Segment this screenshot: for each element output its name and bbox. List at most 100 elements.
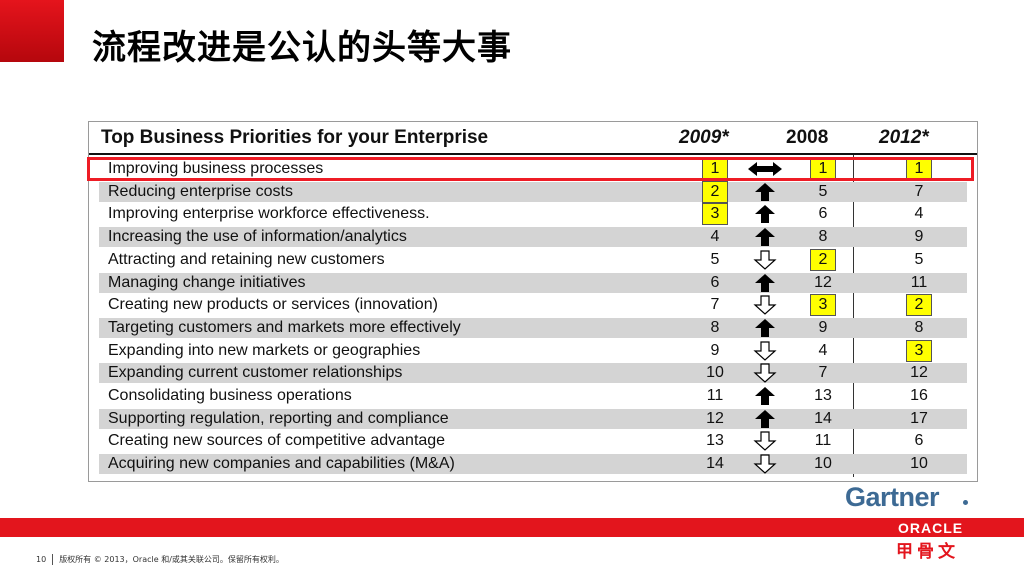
priority-label: Expanding current customer relationships — [108, 364, 403, 382]
arrow-up-icon — [746, 386, 784, 406]
gartner-logo-dot — [963, 500, 968, 505]
arrow-up-icon — [746, 409, 784, 429]
column-divider — [853, 155, 854, 477]
priority-label: Creating new products or services (innov… — [108, 296, 438, 314]
column-header-2009: 2009* — [679, 127, 729, 148]
rank-2008: 3 — [810, 294, 836, 317]
table-row: Reducing enterprise costs 2 5 7 — [99, 180, 967, 203]
rank-2012: 10 — [910, 455, 928, 473]
column-header-2008: 2008 — [786, 127, 829, 148]
arrow-up-icon — [746, 227, 784, 247]
rank-2009: 10 — [706, 364, 724, 382]
arrow-down-icon — [746, 454, 784, 474]
rank-2008: 6 — [818, 205, 828, 223]
priority-label: Acquiring new companies and capabilities… — [108, 455, 455, 473]
priority-label: Improving enterprise workforce effective… — [108, 205, 430, 223]
table-header: Top Business Priorities for your Enterpr… — [89, 122, 977, 155]
rank-2008: 1 — [810, 158, 836, 180]
table-row: Targeting customers and markets more eff… — [99, 317, 967, 338]
rank-2012: 7 — [914, 182, 924, 200]
rank-2008: 9 — [818, 318, 828, 336]
arrow-down-icon — [746, 295, 784, 315]
table-row: Improving business processes 1 1 1 — [99, 158, 967, 180]
rank-2008: 10 — [814, 455, 832, 473]
rank-2012: 2 — [906, 294, 932, 317]
arrow-down-icon — [746, 340, 784, 361]
rank-2009: 1 — [702, 158, 728, 180]
rank-2008: 11 — [814, 432, 832, 450]
priority-label: Improving business processes — [108, 160, 324, 177]
table-row: Creating new sources of competitive adva… — [99, 431, 967, 452]
rank-2009: 8 — [710, 318, 720, 336]
rank-2009: 3 — [702, 203, 728, 226]
rank-2008: 4 — [818, 341, 828, 359]
table-row: Expanding current customer relationships… — [99, 363, 967, 384]
rank-2012: 3 — [906, 339, 932, 362]
arrow-up-icon — [746, 318, 784, 338]
rank-2012: 8 — [914, 318, 924, 336]
priority-label: Supporting regulation, reporting and com… — [108, 409, 449, 427]
table-row: Supporting regulation, reporting and com… — [99, 408, 967, 429]
oracle-cn-logo: 甲骨文 — [896, 542, 959, 562]
rank-2009: 9 — [710, 341, 720, 359]
priorities-table: Top Business Priorities for your Enterpr… — [88, 121, 978, 482]
rank-2008: 5 — [818, 182, 828, 200]
priority-label: Creating new sources of competitive adva… — [108, 432, 446, 450]
rank-2008: 8 — [818, 228, 828, 246]
rank-2009: 11 — [706, 387, 724, 404]
rank-2012: 16 — [910, 387, 928, 404]
table-row: Expanding into new markets or geographie… — [99, 339, 967, 362]
rank-2012: 5 — [914, 250, 924, 268]
arrow-down-icon — [746, 363, 784, 384]
rank-2008: 14 — [814, 409, 832, 427]
table-row: Improving enterprise workforce effective… — [99, 203, 967, 226]
column-header-2012: 2012* — [879, 127, 929, 148]
rank-2012: 12 — [910, 364, 928, 382]
footer-red-bar — [0, 518, 1024, 537]
priority-label: Reducing enterprise costs — [108, 182, 293, 200]
rank-2008: 7 — [818, 364, 828, 382]
gartner-logo: Gartner — [845, 482, 940, 512]
arrow-down-icon — [746, 250, 784, 270]
footer-separator — [52, 554, 54, 565]
rank-2009: 7 — [710, 296, 720, 314]
footer: 10 版权所有 © 2013，Oracle 和/或其关联公司。保留所有权利。 — [36, 554, 284, 565]
copyright-text: 版权所有 © 2013，Oracle 和/或其关联公司。保留所有权利。 — [59, 555, 284, 564]
priority-label: Consolidating business operations — [108, 387, 352, 404]
rank-2009: 6 — [710, 273, 720, 291]
page-number: 10 — [36, 555, 47, 564]
rank-2009: 5 — [710, 250, 720, 268]
rank-2008: 13 — [814, 387, 832, 404]
table-row: Attracting and retaining new customers 5 2… — [99, 248, 967, 271]
table-row: Managing change initiatives 6 12 11 — [99, 272, 967, 293]
rank-2009: 2 — [702, 180, 728, 203]
table-row: Acquiring new companies and capabilities… — [99, 454, 967, 475]
arrow-up-icon — [746, 182, 784, 202]
arrow-down-icon — [746, 431, 784, 452]
corner-accent — [0, 0, 64, 62]
priority-label: Managing change initiatives — [108, 273, 306, 291]
arrow-up-icon — [746, 273, 784, 293]
rank-2009: 4 — [710, 228, 720, 246]
rank-2009: 12 — [706, 409, 724, 427]
rank-2008: 2 — [810, 248, 836, 271]
rank-2012: 9 — [914, 228, 924, 246]
rank-2012: 11 — [910, 273, 928, 291]
table-row: Increasing the use of information/analyt… — [99, 227, 967, 248]
arrow-up-icon — [746, 204, 784, 224]
highlight-box — [87, 157, 974, 181]
rank-2008: 12 — [814, 273, 832, 291]
slide-title: 流程改进是公认的头等大事 — [92, 28, 512, 68]
rank-2012: 6 — [914, 432, 924, 450]
rank-2009: 13 — [706, 432, 724, 450]
priority-label: Targeting customers and markets more eff… — [108, 318, 461, 336]
rank-2012: 17 — [910, 409, 928, 427]
table-title: Top Business Priorities for your Enterpr… — [101, 127, 489, 148]
table-row: Consolidating business operations 11 13 16 — [99, 386, 967, 406]
priority-label: Expanding into new markets or geographie… — [108, 341, 421, 359]
table-row: Creating new products or services (innov… — [99, 294, 967, 317]
rank-2009: 14 — [706, 455, 724, 473]
rank-2012: 4 — [914, 205, 924, 223]
arrow-left-right-icon — [746, 159, 784, 179]
priority-label: Attracting and retaining new customers — [108, 250, 385, 268]
